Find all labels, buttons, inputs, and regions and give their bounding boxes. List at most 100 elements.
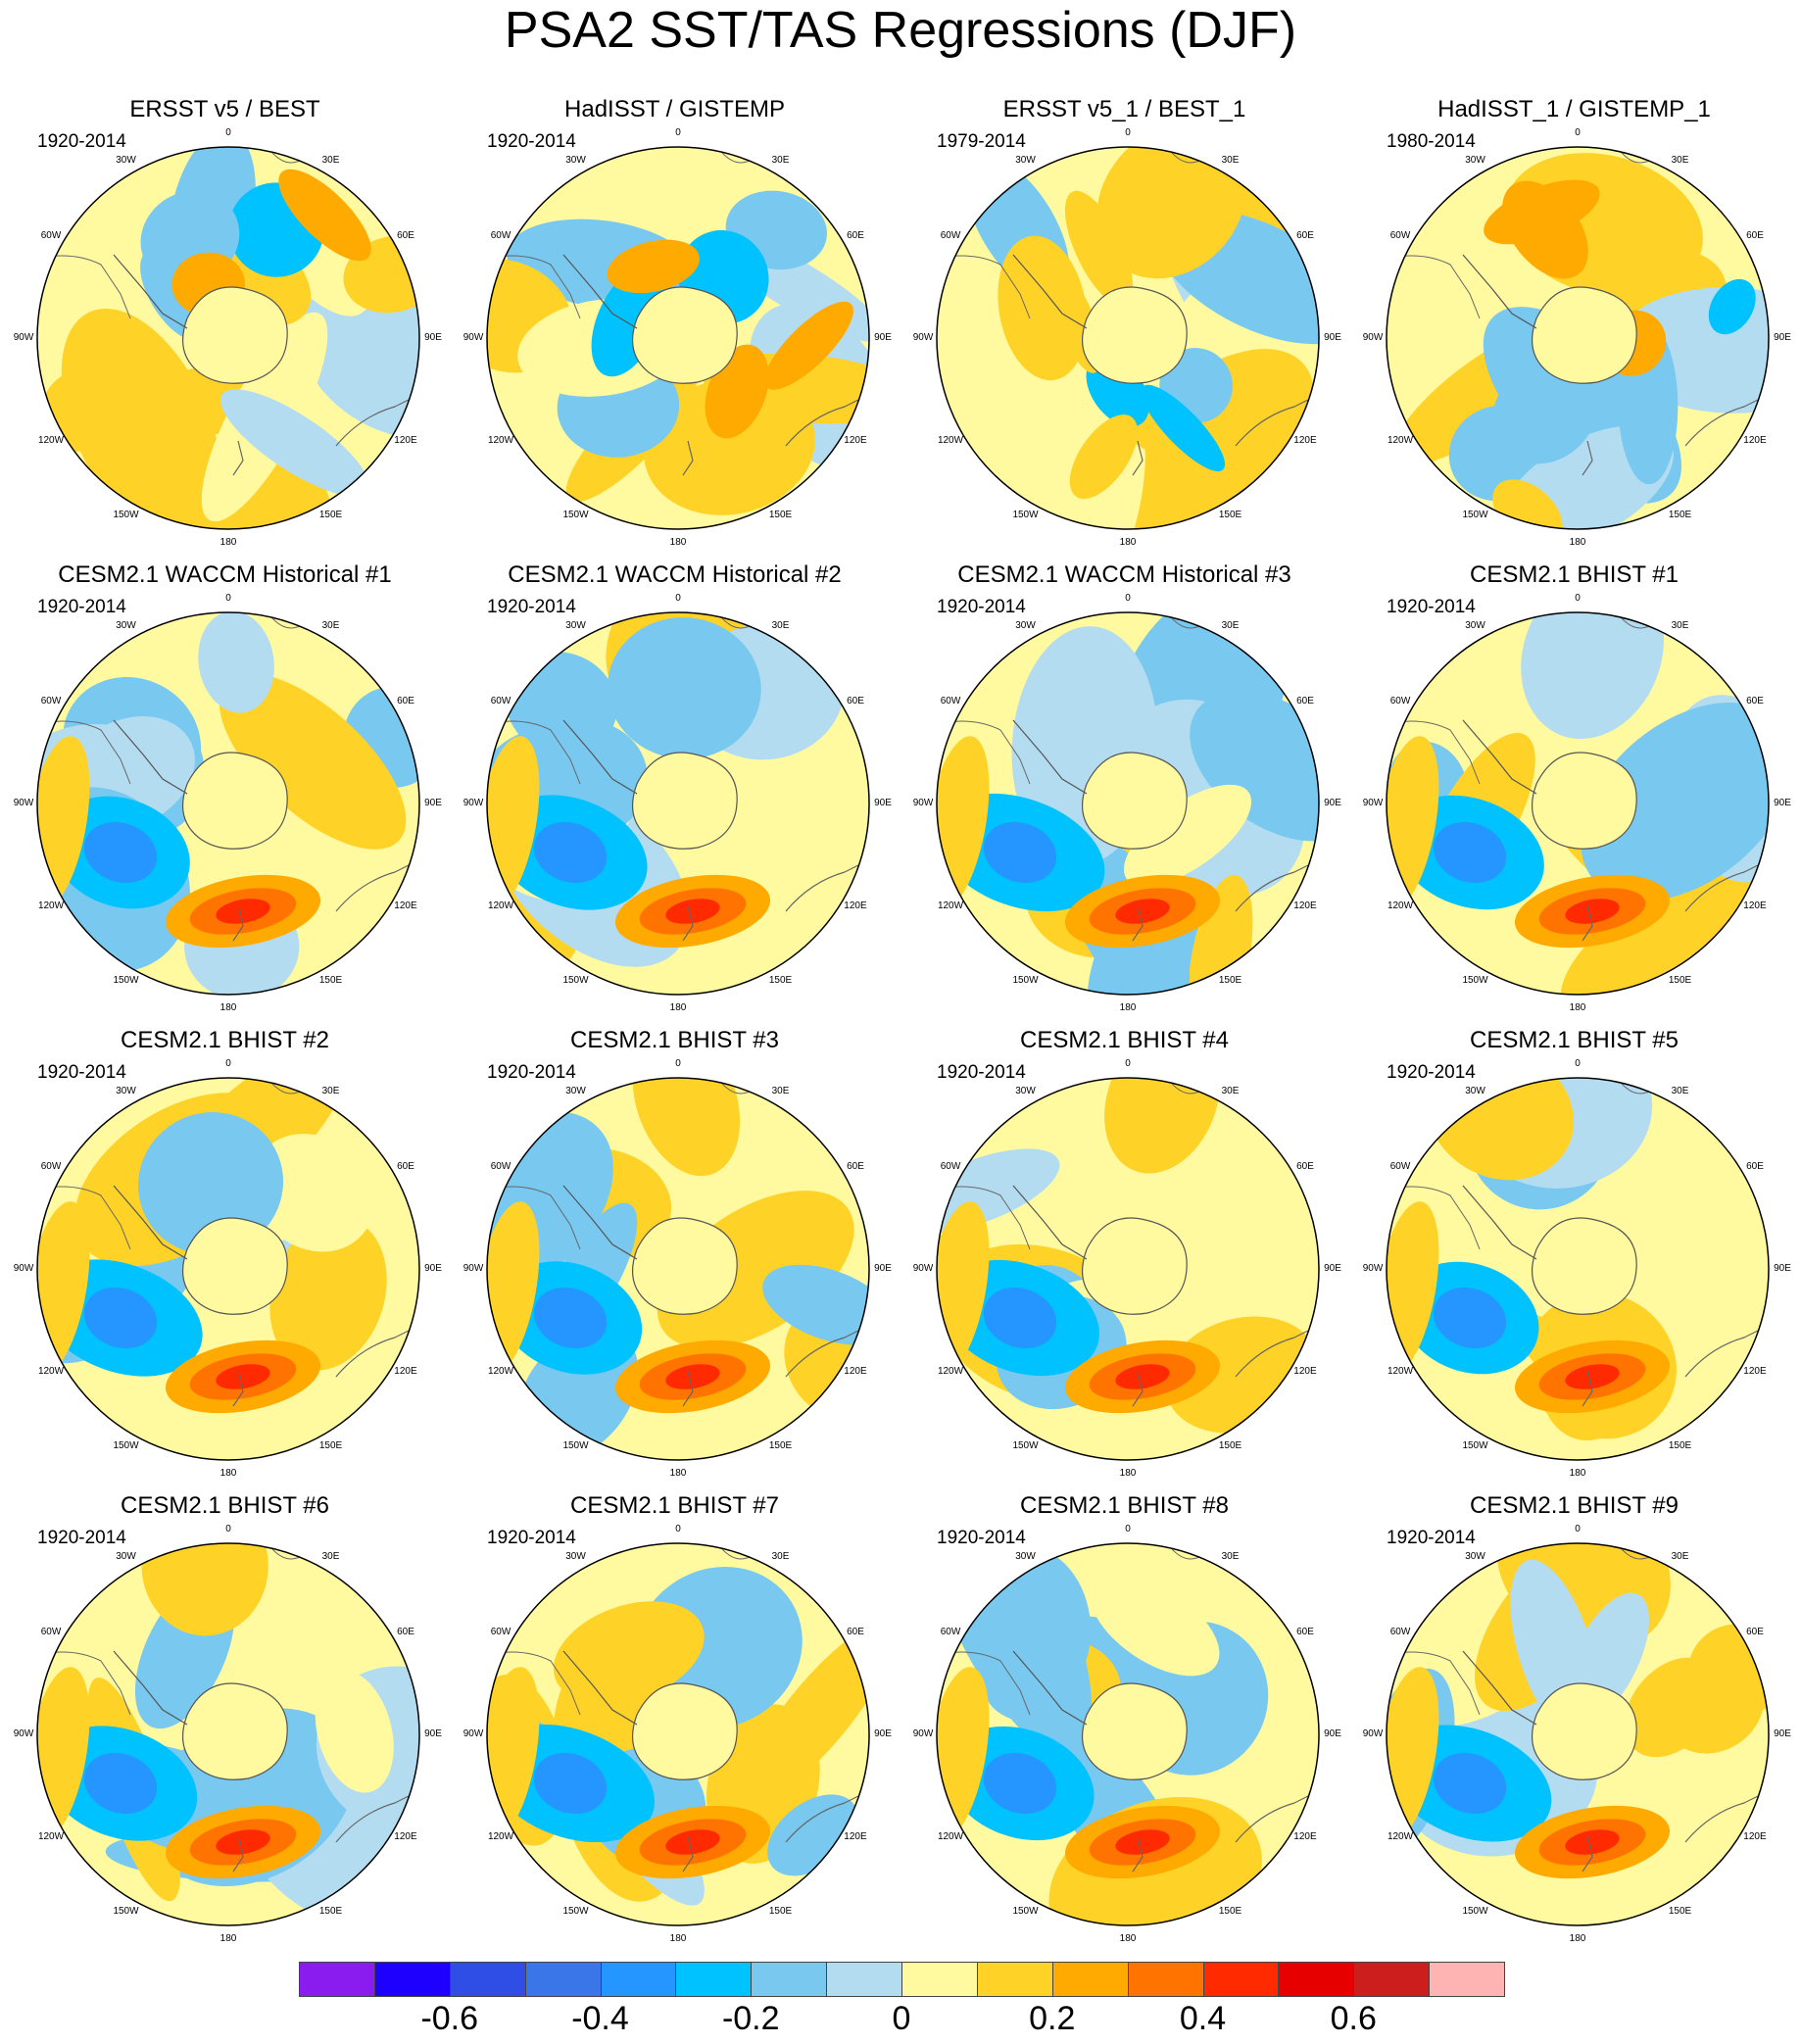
longitude-label: 0: [675, 1058, 681, 1069]
longitude-label: 150E: [1218, 509, 1242, 520]
longitude-label: 30W: [116, 1551, 136, 1562]
longitude-label: 90E: [1324, 1263, 1341, 1274]
anomaly-contour: [1708, 278, 1756, 335]
australia-nz-outline: [232, 1322, 419, 1407]
longitude-label: 30E: [1671, 1086, 1689, 1096]
longitude-label: 120E: [394, 1365, 417, 1377]
australia-nz-outline: [1132, 856, 1319, 942]
anomaly-contour: [315, 1670, 394, 1793]
longitude-label: 150W: [1462, 1439, 1488, 1451]
longitude-label: 90E: [424, 798, 442, 808]
anomaly-contour: [1565, 1364, 1620, 1389]
anomaly-contour: [533, 1752, 608, 1815]
longitude-label: 120E: [844, 1365, 867, 1377]
antarctica-outline: [631, 1682, 738, 1780]
longitude-label: 150E: [318, 1905, 343, 1917]
longitude-label: 60E: [397, 1626, 414, 1637]
longitude-label: 30W: [1465, 155, 1485, 166]
antarctica-outline: [181, 752, 288, 850]
anomaly-contour: [138, 1112, 284, 1255]
longitude-label: 30E: [321, 155, 340, 166]
longitude-label: 60W: [40, 1626, 62, 1637]
longitude-label: 120E: [1293, 900, 1317, 911]
longitude-label: 90E: [424, 1728, 442, 1739]
longitude-label: 180: [669, 1002, 687, 1013]
longitude-label: 90E: [874, 1263, 892, 1274]
polar-map: [36, 146, 420, 530]
peninsula-outline: [1012, 254, 1088, 329]
anomaly-contour: [1090, 1574, 1220, 1677]
anomaly-contour: [1565, 899, 1620, 924]
panel-period: 1920-2014: [1387, 597, 1476, 617]
longitude-label: 120E: [394, 900, 417, 911]
longitude-label: 180: [1569, 1002, 1586, 1013]
australia-nz-outline: [1582, 1787, 1769, 1873]
antarctica-outline: [1531, 1682, 1637, 1780]
longitude-label: 120W: [487, 1365, 514, 1377]
australia-nz-outline: [682, 856, 869, 942]
longitude-label: 150E: [1668, 509, 1692, 520]
longitude-label: 60W: [490, 229, 511, 241]
longitude-label: 30E: [771, 155, 790, 166]
longitude-label: 180: [669, 1468, 687, 1479]
longitude-label: 30E: [1221, 1086, 1240, 1096]
longitude-label: 30W: [565, 620, 586, 631]
anomaly-contour: [533, 821, 608, 884]
map-boundary: [936, 611, 1320, 996]
longitude-label: 60W: [1389, 1626, 1411, 1637]
colorbar-tick-label: 0: [892, 2000, 911, 2037]
longitude-label: 120W: [37, 1830, 65, 1842]
polar-map: [1386, 1542, 1770, 1926]
longitude-label: 60W: [40, 695, 62, 706]
peninsula-outline: [1462, 1185, 1537, 1260]
panel-period: 1980-2014: [1387, 131, 1476, 152]
longitude-label: 30W: [1015, 620, 1036, 631]
longitude-label: 30E: [1671, 155, 1689, 166]
panel-title: CESM2.1 BHIST #9: [1470, 1492, 1679, 1519]
colorbar-swatch: [976, 1962, 1053, 1997]
colorbar-tick-label: -0.4: [571, 2000, 629, 2037]
australia-nz-outline: [1132, 391, 1319, 476]
anomaly-contour: [1115, 1829, 1170, 1855]
anomaly-contour: [607, 239, 700, 294]
map-panel: HadISST_1 / GISTEMP_1 1980-2014 0 30E 60E 90E…: [1349, 93, 1799, 559]
map-boundary: [486, 1077, 870, 1461]
longitude-label: 120E: [1743, 1830, 1767, 1842]
longitude-label: 120W: [1387, 434, 1414, 446]
longitude-label: 30W: [1465, 620, 1485, 631]
colorbar-swatch: [1127, 1962, 1204, 1997]
anomaly-contour: [141, 1543, 268, 1636]
longitude-label: 150W: [1462, 1905, 1488, 1917]
longitude-label: 90W: [13, 1728, 34, 1739]
anomaly-contour: [1433, 1752, 1507, 1815]
panel-title: CESM2.1 WACCM Historical #1: [58, 561, 392, 588]
longitude-label: 120W: [937, 900, 964, 911]
longitude-label: 0: [1125, 1524, 1131, 1534]
longitude-label: 120W: [487, 1830, 514, 1842]
panel-period: 1920-2014: [487, 597, 576, 617]
colorbar: [299, 1962, 1505, 1999]
longitude-label: 0: [1125, 127, 1131, 138]
longitude-label: 60E: [1296, 229, 1314, 241]
longitude-label: 90W: [912, 1728, 934, 1739]
antarctica-outline: [1081, 752, 1188, 850]
longitude-label: 30W: [565, 1086, 586, 1096]
longitude-label: 150W: [1462, 974, 1488, 986]
panel-title: CESM2.1 BHIST #4: [1020, 1027, 1229, 1053]
longitude-label: 90W: [912, 798, 934, 808]
map-boundary: [36, 611, 420, 996]
longitude-label: 150E: [1668, 1439, 1692, 1451]
panel-title: CESM2.1 WACCM Historical #2: [508, 561, 842, 588]
anomaly-contour: [1115, 899, 1170, 924]
antarctica-outline: [1081, 1682, 1188, 1780]
longitude-label: 150E: [318, 509, 343, 520]
longitude-label: 150W: [562, 974, 589, 986]
colorbar-swatch: [1353, 1962, 1431, 1997]
anomaly-contour: [83, 1752, 158, 1815]
anomaly-contour: [1069, 414, 1139, 500]
longitude-label: 90W: [1362, 1263, 1384, 1274]
longitude-label: 30E: [1221, 155, 1240, 166]
longitude-label: 120E: [844, 434, 867, 446]
colorbar-tick-label: -0.6: [420, 2000, 479, 2037]
longitude-label: 90E: [1324, 332, 1341, 343]
